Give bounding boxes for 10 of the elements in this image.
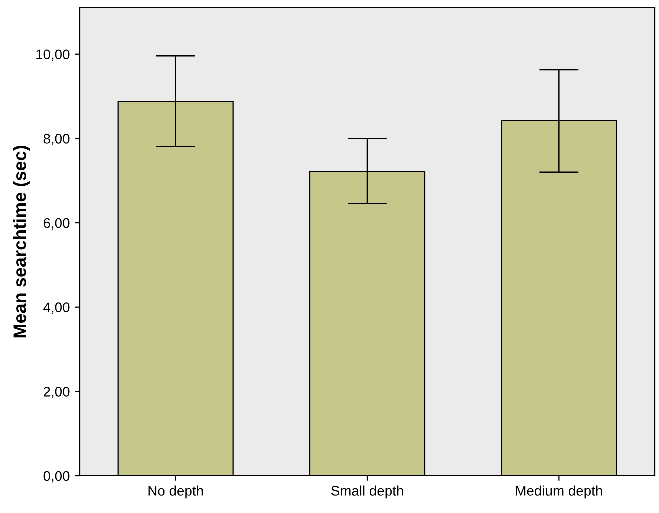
x-tick-label: No depth bbox=[148, 486, 204, 499]
y-tick-label: 0,00 bbox=[44, 471, 70, 483]
y-tick-label: 2,00 bbox=[44, 387, 70, 398]
y-tick-label: 6,00 bbox=[44, 218, 70, 230]
y-tick-label: 4,00 bbox=[44, 302, 70, 314]
x-tick-label: Small depth bbox=[331, 486, 404, 499]
y-tick-label: 10,00 bbox=[36, 50, 70, 62]
x-tick-label: Medium depth bbox=[516, 486, 602, 499]
y-tick-label: 8,00 bbox=[44, 134, 70, 146]
y-axis-title: Mean searchtime (sec) bbox=[13, 146, 30, 338]
